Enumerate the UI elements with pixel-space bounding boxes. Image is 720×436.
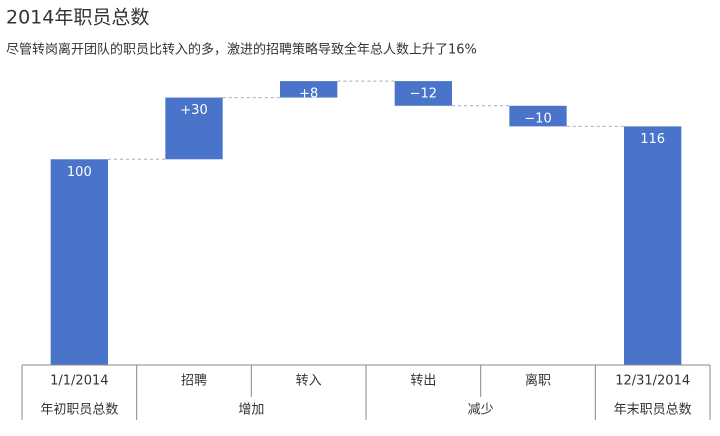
chart-title: 2014年职员总数 [6,7,149,29]
bar [50,159,108,365]
x-tick-label: 转入 [296,374,322,389]
bar [165,97,223,160]
bar [509,105,567,127]
group-label: 年初职员总数 [40,403,118,418]
value-label: +8 [299,87,318,102]
x-tick-label: 12/31/2014 [615,374,690,389]
value-label: 116 [640,132,665,147]
x-tick-label: 1/1/2014 [50,374,108,389]
bar [394,81,452,106]
value-label: +30 [180,103,207,118]
bar [280,81,338,98]
group-label: 减少 [468,403,494,418]
group-label: 增加 [238,403,264,418]
value-label: −12 [410,87,437,102]
value-label: −10 [524,111,551,126]
x-tick-label: 转出 [410,374,436,389]
chart-subtitle: 尽管转岗离开团队的职员比转入的多，激进的招聘策略导致全年总人数上升了16% [6,42,477,58]
group-label: 年末职员总数 [614,403,692,418]
x-tick-label: 离职 [525,373,551,389]
x-tick-label: 招聘 [181,374,207,389]
value-label: 100 [67,165,92,180]
bar [624,126,682,365]
